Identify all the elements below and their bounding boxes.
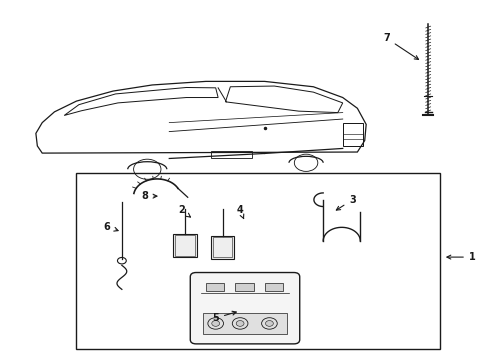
Bar <box>265 283 283 291</box>
Text: 3: 3 <box>336 195 356 210</box>
Circle shape <box>212 320 220 326</box>
Text: 1: 1 <box>447 252 476 262</box>
Text: 4: 4 <box>237 206 244 219</box>
Bar <box>175 235 195 256</box>
Bar <box>213 237 232 257</box>
Bar <box>211 235 234 259</box>
Bar <box>211 150 252 158</box>
FancyBboxPatch shape <box>190 273 300 344</box>
Bar <box>203 313 287 334</box>
Circle shape <box>266 320 273 326</box>
Text: 6: 6 <box>104 222 118 231</box>
Text: 8: 8 <box>142 191 157 201</box>
Bar <box>235 283 254 291</box>
Bar <box>173 234 196 257</box>
Bar <box>206 283 224 291</box>
Text: 7: 7 <box>383 33 418 59</box>
Bar <box>343 123 363 146</box>
Circle shape <box>236 320 244 326</box>
Text: 2: 2 <box>178 206 191 217</box>
Bar <box>76 173 441 348</box>
Text: 5: 5 <box>212 311 236 323</box>
